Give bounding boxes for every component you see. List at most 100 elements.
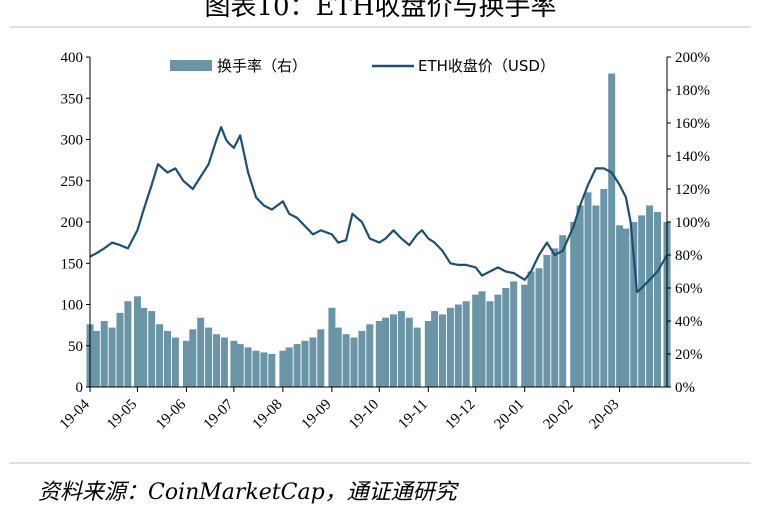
turnover-bar bbox=[358, 330, 366, 387]
turnover-bar bbox=[220, 337, 228, 387]
turnover-bar bbox=[510, 281, 518, 387]
x-tick-label: 19-10 bbox=[346, 397, 382, 433]
turnover-bar bbox=[446, 307, 454, 387]
turnover-bar bbox=[486, 301, 494, 387]
right-tick-label: 20% bbox=[675, 347, 703, 363]
turnover-bar bbox=[559, 235, 567, 387]
turnover-bar bbox=[462, 301, 470, 387]
left-tick-label: 150 bbox=[61, 256, 84, 272]
turnover-bar bbox=[622, 228, 630, 387]
left-tick-label: 350 bbox=[61, 91, 84, 107]
turnover-bar bbox=[260, 352, 268, 387]
legend-bar-label: 换手率（右） bbox=[217, 57, 307, 75]
turnover-bar bbox=[268, 354, 276, 387]
x-tick-label: 19-12 bbox=[442, 397, 478, 433]
left-tick-label: 100 bbox=[61, 298, 84, 314]
turnover-bars bbox=[86, 73, 671, 388]
turnover-bar bbox=[133, 296, 141, 388]
x-tick-label: 19-05 bbox=[104, 397, 140, 433]
right-tick-label: 120% bbox=[675, 182, 710, 198]
turnover-bar bbox=[600, 189, 608, 387]
turnover-bar bbox=[189, 329, 197, 388]
turnover-bar bbox=[439, 314, 446, 387]
turnover-bar bbox=[592, 205, 600, 387]
axes bbox=[86, 56, 671, 392]
left-tick-label: 400 bbox=[61, 50, 84, 66]
turnover-bar bbox=[366, 324, 374, 387]
turnover-bar bbox=[148, 311, 156, 387]
x-tick-label: 19-06 bbox=[153, 396, 189, 432]
turnover-bar bbox=[334, 327, 342, 387]
price-line bbox=[89, 125, 668, 294]
left-tick-label: 300 bbox=[61, 133, 84, 149]
turnover-bar bbox=[454, 304, 462, 387]
turnover-bar bbox=[424, 321, 432, 387]
right-tick-label: 40% bbox=[675, 314, 703, 330]
right-tick-label: 80% bbox=[675, 248, 703, 264]
turnover-bar bbox=[608, 73, 616, 387]
turnover-bar bbox=[576, 205, 584, 387]
right-tick-label: 60% bbox=[675, 281, 703, 297]
turnover-bar bbox=[124, 301, 132, 387]
x-tick-label: 19-09 bbox=[299, 397, 335, 433]
turnover-bar bbox=[472, 294, 480, 387]
x-tick-label: 19-07 bbox=[201, 396, 237, 432]
chart-canvas: 0 50 100 150 200 250 300 350 400 0% 20% 40% 60% 80% 10… bbox=[10, 26, 751, 464]
turnover-bar bbox=[638, 215, 646, 387]
turnover-bar bbox=[328, 307, 336, 387]
turnover-bar bbox=[502, 288, 510, 387]
legend-line-label: ETH收盘价（USD） bbox=[418, 57, 555, 75]
turnover-bar bbox=[584, 192, 592, 387]
turnover-bar bbox=[317, 329, 325, 388]
turnover-bar bbox=[213, 334, 220, 387]
turnover-bar bbox=[535, 268, 543, 387]
left-tick-label: 50 bbox=[68, 339, 83, 355]
turnover-bar bbox=[182, 340, 190, 387]
right-tick-label: 160% bbox=[675, 116, 710, 132]
turnover-bar bbox=[382, 317, 390, 387]
turnover-bar bbox=[543, 255, 551, 387]
turnover-bar bbox=[293, 344, 301, 387]
x-tick-label: 20-01 bbox=[491, 397, 527, 433]
turnover-bar bbox=[350, 337, 358, 387]
turnover-bar bbox=[279, 350, 287, 387]
turnover-bar bbox=[390, 314, 397, 387]
right-tick-label: 0% bbox=[675, 380, 695, 396]
turnover-bar bbox=[342, 334, 350, 387]
turnover-bar bbox=[116, 312, 124, 388]
turnover-bar bbox=[375, 321, 383, 387]
turnover-bar bbox=[171, 337, 179, 387]
turnover-bar bbox=[244, 347, 252, 387]
left-tick-label: 250 bbox=[61, 174, 84, 190]
turnover-bar bbox=[478, 291, 486, 387]
turnover-bar bbox=[413, 327, 421, 387]
turnover-bar bbox=[521, 284, 529, 387]
source-note: 资料来源：CoinMarketCap，通证通研究 bbox=[38, 480, 457, 505]
legend-bar-swatch bbox=[170, 60, 212, 71]
turnover-bar bbox=[654, 212, 661, 387]
turnover-bar bbox=[494, 294, 502, 387]
left-tick-label: 0 bbox=[76, 380, 84, 396]
turnover-bar bbox=[92, 330, 100, 387]
turnover-bar bbox=[616, 225, 624, 387]
turnover-bar bbox=[156, 324, 164, 387]
turnover-bar bbox=[301, 340, 309, 387]
turnover-bar bbox=[630, 222, 638, 387]
x-tick-label: 19-11 bbox=[395, 397, 431, 433]
legend: 换手率（右） ETH收盘价（USD） bbox=[170, 57, 555, 75]
turnover-bar bbox=[230, 340, 238, 387]
right-tick-label: 140% bbox=[675, 149, 710, 165]
turnover-bar bbox=[100, 321, 108, 387]
turnover-bar bbox=[140, 307, 148, 387]
x-tick-label: 20-02 bbox=[540, 397, 576, 433]
right-tick-label: 180% bbox=[675, 83, 710, 99]
turnover-bar bbox=[551, 248, 559, 387]
turnover-bar bbox=[252, 350, 260, 387]
x-tick-label: 19-04 bbox=[57, 396, 93, 432]
turnover-bar bbox=[108, 327, 116, 387]
turnover-bar bbox=[570, 222, 578, 387]
turnover-bar bbox=[309, 337, 317, 387]
turnover-bar bbox=[236, 344, 244, 387]
right-tick-label: 200% bbox=[675, 50, 710, 66]
turnover-bar bbox=[431, 311, 439, 387]
